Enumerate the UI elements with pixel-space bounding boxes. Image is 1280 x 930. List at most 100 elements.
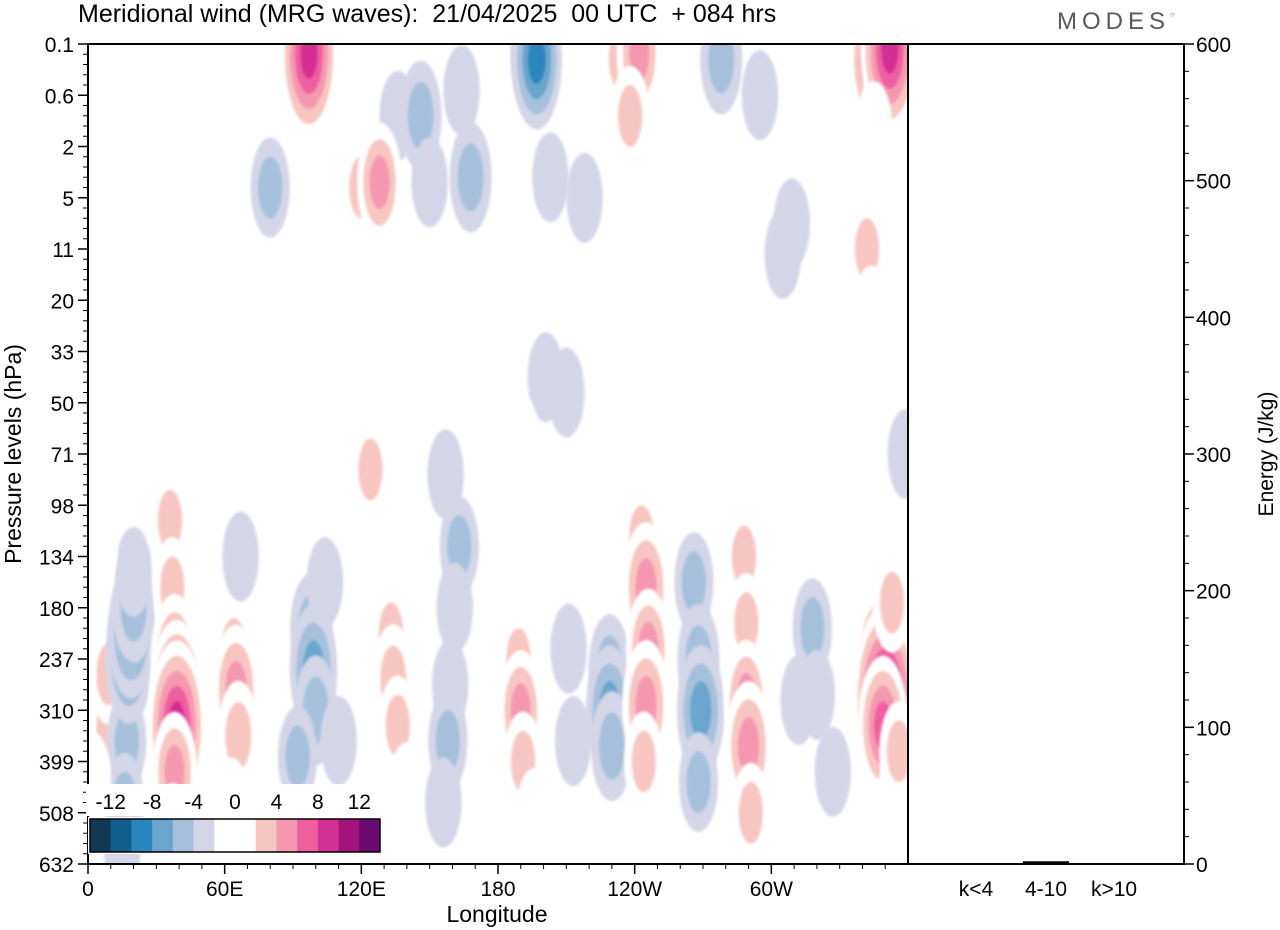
wind-contour (436, 562, 473, 653)
wind-contour (427, 429, 464, 520)
logo-mark-icon: ○ (1170, 10, 1175, 19)
y-axis-label: Pressure levels (hPa) (0, 344, 26, 564)
wind-contour (222, 511, 259, 602)
colorbar-label: -12 (96, 791, 126, 814)
wind-contour (734, 592, 759, 654)
wind-contour (708, 44, 735, 94)
wind-contour (156, 327, 193, 417)
wind-contour (97, 45, 134, 136)
y-tick-label: 310 (39, 700, 74, 723)
wind-contour (887, 409, 908, 499)
wind-contour (157, 489, 183, 552)
wind-contour (320, 696, 357, 786)
wind-contour (300, 44, 318, 79)
wind-cell (449, 122, 492, 233)
wind-contour (425, 757, 462, 848)
wind-cell (879, 701, 908, 802)
wind-cell (872, 552, 908, 653)
energy-tick-label: 0 (1196, 854, 1208, 877)
wind-contour (443, 45, 480, 136)
wind-cell (731, 762, 771, 863)
wind-cell (684, 409, 722, 499)
wind-cell (700, 44, 743, 115)
axes: 0.1 0.6 2 5 11 20 33 50 71 98 134 180 237 310 399 508 63… (0, 34, 886, 927)
wind-contour (854, 218, 880, 280)
energy-bar (1023, 861, 1069, 864)
y-tick-label: 632 (39, 854, 74, 877)
y-tick-label: 0.1 (45, 34, 74, 57)
energy-category-label: k<4 (959, 878, 994, 901)
wind-contour (358, 438, 383, 501)
wind-contour (306, 537, 344, 628)
wind-cell (887, 409, 908, 499)
wind-cell (548, 347, 585, 438)
wind-cell (516, 767, 553, 858)
y-tick-label: 237 (39, 649, 74, 672)
colorbar-swatch (214, 819, 236, 852)
wind-contour (631, 730, 656, 793)
wind-cell (624, 711, 664, 812)
energy-tick-label: 400 (1196, 307, 1231, 330)
wind-cell (320, 696, 357, 786)
wind-cell (156, 327, 193, 417)
wind-contour (411, 137, 448, 228)
wind-contour (684, 409, 722, 499)
energy-bar (953, 863, 999, 865)
wind-contour (879, 571, 905, 634)
y-tick-label: 20 (51, 290, 74, 313)
colorbar-swatch (338, 819, 360, 852)
wind-cell (443, 45, 480, 136)
energy-tick-label: 300 (1196, 444, 1231, 467)
energy-tick-label: 600 (1196, 34, 1231, 57)
wind-contour (88, 501, 118, 592)
wind-contour (516, 767, 553, 858)
colorbar-swatch (235, 819, 257, 852)
energy-tick-label: 100 (1196, 717, 1231, 740)
wind-contour (741, 50, 779, 141)
x-tick-label: 0 (82, 878, 94, 901)
energy-bars: 0 100 200 300 400 500 600 Energy (J/kg) k<4 4-10 k… (953, 34, 1278, 901)
wind-cell (860, 327, 897, 417)
wind-cell (350, 419, 391, 520)
wind-contour (800, 597, 825, 660)
colorbar-label: 8 (312, 791, 324, 814)
wind-contour (385, 694, 410, 757)
logo-text: MODES (1057, 8, 1171, 35)
wind-cell (696, 147, 733, 238)
y-tick-label: 180 (39, 598, 74, 621)
wind-cell (250, 137, 290, 238)
wind-contour (780, 655, 817, 745)
wind-cell (741, 50, 779, 141)
wind-cell (183, 101, 221, 192)
bar-panel-frame (907, 43, 1185, 865)
wind-cell (532, 132, 569, 223)
wind-contour (690, 681, 712, 740)
colorbar-swatch (172, 819, 194, 852)
wind-cell (279, 44, 339, 140)
colorbar-swatch (152, 819, 174, 852)
wind-cell (427, 429, 464, 520)
y-tick-label: 508 (39, 803, 74, 826)
colorbar-swatch (193, 819, 215, 852)
colorbar-swatch (317, 819, 339, 852)
wind-contour (881, 44, 899, 74)
wind-contour (447, 515, 472, 578)
wind-contour (886, 720, 908, 783)
wind-contour (832, 403, 870, 494)
wind-contour (554, 696, 592, 786)
wind-contour (407, 81, 434, 150)
colorbar-label: -8 (143, 791, 162, 814)
wind-cell (590, 691, 633, 802)
y-tick-label: 50 (51, 393, 74, 416)
wind-contour (738, 781, 763, 844)
colorbar-swatch (110, 819, 132, 852)
wind-contour (369, 155, 390, 210)
colorbar-swatch (297, 819, 319, 852)
wind-contour (798, 132, 836, 223)
wind-cell (753, 311, 790, 402)
wind-contour (566, 152, 603, 243)
y-tick-label: 98 (51, 495, 74, 518)
wind-contour (548, 347, 585, 438)
y-tick-label: 71 (51, 444, 74, 467)
